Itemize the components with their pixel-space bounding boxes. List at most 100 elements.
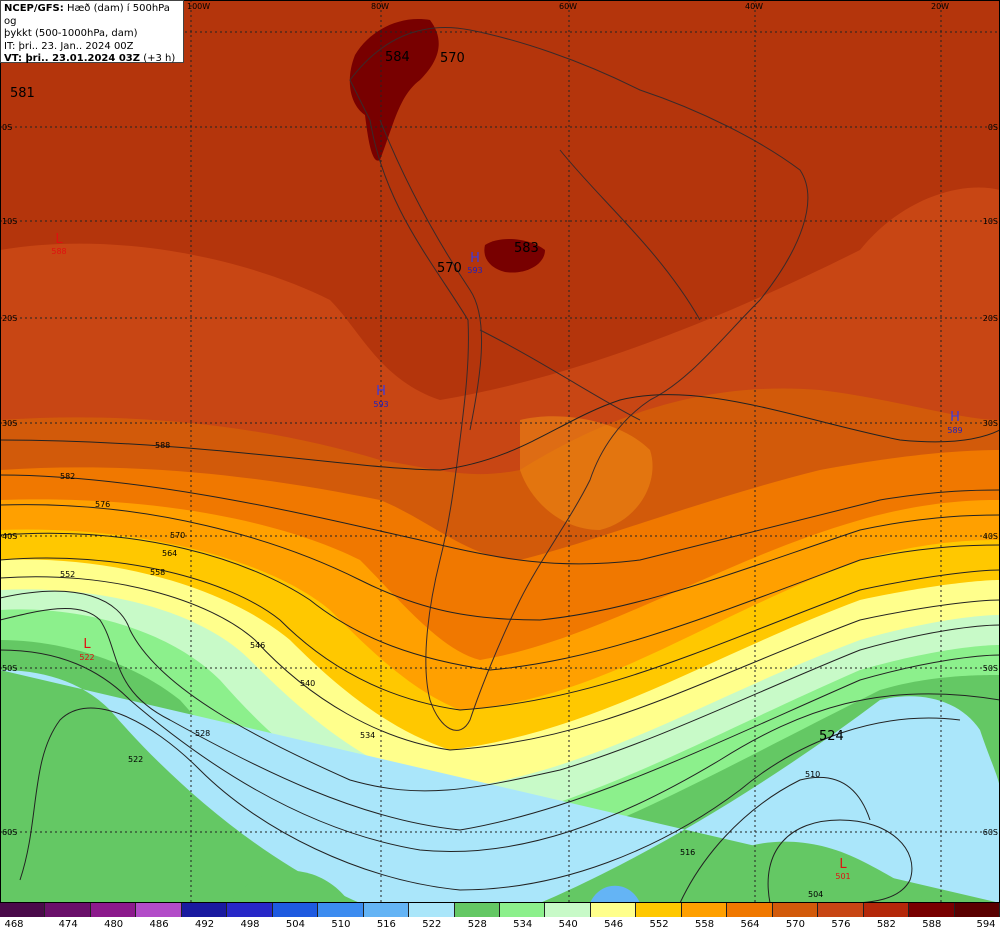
lon-label: 40W: [745, 2, 763, 11]
weather-map: 588 582 576 570 564 558 552 546 540 534 …: [0, 0, 1000, 903]
contour-label: 510: [805, 770, 820, 779]
contour-label: 522: [128, 755, 143, 764]
legend-swatch: [727, 903, 773, 917]
legend-swatch: [681, 903, 728, 917]
contour-labels: 588 582 576 570 564 558 552 546 540 534 …: [60, 441, 823, 899]
legend-tick-label: 468: [4, 919, 24, 930]
legend-tick-label: 498: [240, 919, 260, 930]
contour-label: 504: [808, 890, 823, 899]
lat-label: 50S: [983, 664, 998, 673]
low-value: 501: [835, 872, 850, 881]
contour-label: 552: [60, 570, 75, 579]
contour-label: 546: [250, 641, 265, 650]
legend-tick-label: 546: [604, 919, 624, 930]
legend-swatch: [363, 903, 410, 917]
legend-tick-label: 516: [376, 919, 396, 930]
lat-label: 40S: [983, 532, 998, 541]
lat-label: 40S: [2, 532, 17, 541]
lat-label: 60S: [2, 828, 17, 837]
legend-swatch: [181, 903, 228, 917]
lat-label: 50S: [2, 664, 17, 673]
legend-tick-label: 570: [785, 919, 805, 930]
legend-tick-label: 552: [649, 919, 669, 930]
lead-time: (+3 h): [140, 53, 176, 64]
legend-swatch: [90, 903, 137, 917]
contour-label: 534: [360, 731, 375, 740]
band-516: [590, 885, 640, 903]
contour-label: 558: [150, 568, 165, 577]
legend-swatch: [227, 903, 273, 917]
thickness-bands: [0, 0, 1000, 903]
height-label: 570: [437, 261, 462, 276]
legend-swatch: [863, 903, 910, 917]
legend-tick-label: 582: [876, 919, 896, 930]
legend-swatch: [454, 903, 500, 917]
legend-swatch: [818, 903, 864, 917]
contour-label: 564: [162, 549, 177, 558]
lat-label: 30S: [2, 419, 17, 428]
contour-label: 588: [155, 441, 170, 450]
contour-label: 582: [60, 472, 75, 481]
band-highlight: [520, 416, 653, 530]
height-label: 570: [440, 51, 465, 66]
band-588-north: [349, 19, 439, 161]
legend-tick-label: 588: [922, 919, 942, 930]
lat-label: 20S: [2, 314, 17, 323]
coastlines: [349, 26, 809, 731]
legend-tick-label: 558: [694, 919, 715, 930]
lat-label: 0S: [2, 123, 12, 132]
low-value: 588: [51, 247, 66, 256]
band-528-south: [230, 870, 350, 903]
model-name: NCEP/GFS:: [4, 3, 64, 14]
legend-tick-label: 522: [422, 919, 442, 930]
legend-swatch: [954, 903, 1000, 917]
lat-label: 20S: [983, 314, 998, 323]
pressure-centres: H 593 H 593 H 589 L 588 L 522 L 501: [51, 232, 962, 881]
lon-label: 20W: [931, 2, 949, 11]
high-value: 589: [947, 426, 962, 435]
band-588-interior: [484, 238, 545, 273]
legend-swatch: [0, 903, 46, 917]
contour-label: 528: [195, 729, 210, 738]
legend-tick-label: 504: [285, 919, 305, 930]
height-label: 581: [10, 86, 35, 101]
legend-swatch: [318, 903, 364, 917]
legend-tick-label: 480: [104, 919, 124, 930]
lon-label: 60W: [559, 2, 577, 11]
legend-swatch: [772, 903, 819, 917]
high-marker: H: [376, 384, 386, 399]
band-528-south-east: [680, 841, 930, 903]
legend-tick-label: 594: [976, 919, 996, 930]
height-labels: 581 584 570 583 570 524: [10, 50, 844, 744]
low-marker: L: [839, 857, 847, 872]
low-value: 522: [79, 653, 94, 662]
legend-swatch: [45, 903, 91, 917]
lon-label: 80W: [371, 2, 389, 11]
legend-tick-label: 486: [149, 919, 169, 930]
legend-tick-label: 534: [513, 919, 533, 930]
legend-tick-label: 528: [467, 919, 487, 930]
info-line-2: þykkt (500-1000hPa, dam): [4, 28, 138, 39]
lat-label: 30S: [983, 419, 998, 428]
legend-tick-label: 576: [831, 919, 851, 930]
legend-tick-label: 564: [740, 919, 760, 930]
high-value: 593: [467, 266, 482, 275]
height-label: 583: [514, 241, 539, 256]
high-value: 593: [373, 400, 388, 409]
legend-swatch: [909, 903, 955, 917]
height-contours: [0, 394, 1000, 903]
legend-swatch: [500, 903, 546, 917]
band-522: [0, 670, 1000, 903]
legend-tick-label: 492: [194, 919, 215, 930]
colour-legend: 468 474 480 486 492 498 504 510 516 522 528 534 540 5…: [0, 903, 1000, 934]
info-line-3: IT: þri.. 23. Jan.. 2024 00Z: [4, 40, 134, 52]
high-marker: H: [470, 251, 480, 266]
field-description: Hæð (dam) í 500hPa og: [4, 3, 170, 27]
band-528-west: [0, 790, 17, 860]
valid-time: VT: þri.. 23.01.2024 03Z: [4, 53, 141, 64]
legend-swatch: [409, 903, 455, 917]
legend-swatch: [636, 903, 682, 917]
contour-label: 540: [300, 679, 315, 688]
low-marker: L: [55, 232, 63, 247]
legend-swatch: [136, 903, 182, 917]
